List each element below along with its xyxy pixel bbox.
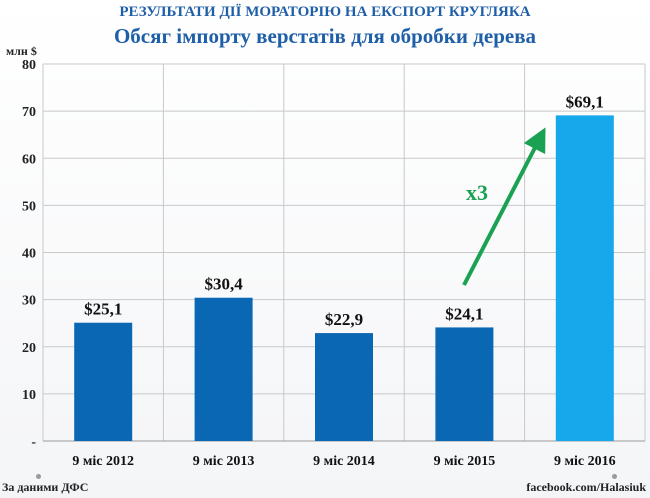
bar bbox=[194, 297, 253, 441]
decorative-dot bbox=[612, 474, 617, 479]
x-tick-label: 9 міс 2015 bbox=[434, 454, 496, 469]
bar-value-label: $24,1 bbox=[445, 304, 483, 323]
y-tick-label: 40 bbox=[22, 247, 36, 262]
y-tick-label: 10 bbox=[22, 388, 36, 403]
chart-title: Обсяг імпорту верстатів для обробки дере… bbox=[113, 24, 537, 48]
x-tick-label: 9 міс 2016 bbox=[554, 454, 616, 469]
y-tick-label: 60 bbox=[22, 152, 36, 167]
growth-arrow bbox=[462, 127, 546, 286]
y-tick-label: - bbox=[31, 435, 36, 450]
source-note: За даними ДФС bbox=[2, 480, 89, 494]
bar-value-label: $69,1 bbox=[566, 92, 604, 111]
y-tick-label: 20 bbox=[22, 341, 36, 356]
x-tick-label: 9 міс 2012 bbox=[72, 454, 134, 469]
decorative-dot bbox=[36, 474, 41, 479]
bar-value-label: $22,9 bbox=[325, 310, 363, 329]
bar bbox=[435, 327, 494, 441]
bar-value-label: $25,1 bbox=[84, 300, 122, 319]
y-tick-label: 80 bbox=[22, 58, 36, 73]
x-tick-label: 9 міс 2014 bbox=[313, 454, 375, 469]
y-tick-label: 30 bbox=[22, 294, 36, 309]
chart-supertitle: РЕЗУЛЬТАТИ ДІЇ МОРАТОРІЮ НА ЕКСПОРТ КРУГ… bbox=[119, 4, 531, 20]
x-tick-label: 9 міс 2013 bbox=[193, 454, 255, 469]
y-axis-label: млн $ bbox=[6, 44, 37, 58]
bar bbox=[74, 322, 133, 441]
y-tick-label: 70 bbox=[22, 105, 36, 120]
bar bbox=[315, 333, 373, 441]
growth-annotation: x3 bbox=[466, 180, 488, 205]
y-tick-label: 50 bbox=[22, 199, 36, 214]
credit-note: facebook.com/Halasiuk bbox=[526, 480, 646, 494]
bar-value-label: $30,4 bbox=[204, 275, 243, 294]
bar bbox=[555, 115, 614, 442]
